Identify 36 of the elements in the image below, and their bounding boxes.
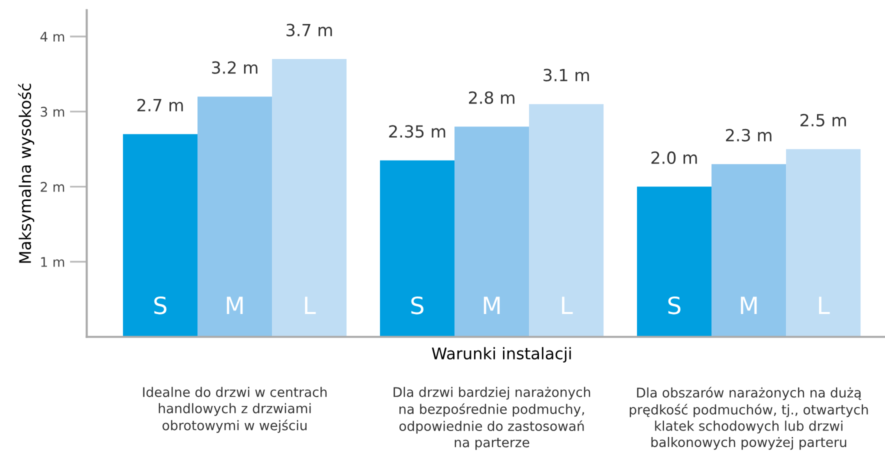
text: M [740,296,757,314]
data-label: 2.0 m [651,151,697,164]
text: S [411,296,424,314]
data-label: 3.1 m [544,68,589,82]
data-label: 2.3 m [726,128,772,142]
x-tick-label: Dla obszarów narażonych na dużą prędkość podmuchów, tj., otwartych klatek schodowych lub drzwi balkonowych powyżej parteru [630,386,868,450]
bar [712,164,786,337]
bar [198,96,272,337]
bar [786,149,861,337]
x-tick-label: Idealne do drzwi w centrach handlowych z drzwiami obrotowymi w wejściu [143,386,327,433]
y-tick-label: 4 m [40,32,64,42]
bar [272,59,347,337]
bar [380,160,455,337]
y-tick-label: 3 m [40,106,64,117]
y-tick-label: 2 m [40,182,64,192]
x-tick-label: Dla drzwi bardziej narażonych na bezpośrednie podmuchy, odpowiednie do zastosowań na parterze [394,386,590,450]
y-tick-label: 1 m [41,257,64,267]
bar [454,126,530,337]
text: M [484,296,500,314]
bar [636,186,712,337]
series-label: L [305,296,316,314]
x-axis-title: Warunki instalacji [432,347,571,363]
data-label: 2.7 m [137,98,183,112]
text: L [562,296,573,314]
text: L [819,296,830,314]
bar [122,134,198,337]
y-axis-title: Maksymalna wysokość [18,84,34,263]
series-label: M [226,296,243,314]
data-label: 2.35 m [389,125,446,138]
data-label: 2.8 m [468,91,514,104]
data-label: 2.5 m [800,114,846,126]
bar [529,104,604,337]
data-label: 3.2 m [212,61,258,74]
data-label: 3.7 m [286,24,332,36]
text: S [668,296,680,314]
series-label: S [154,296,166,314]
